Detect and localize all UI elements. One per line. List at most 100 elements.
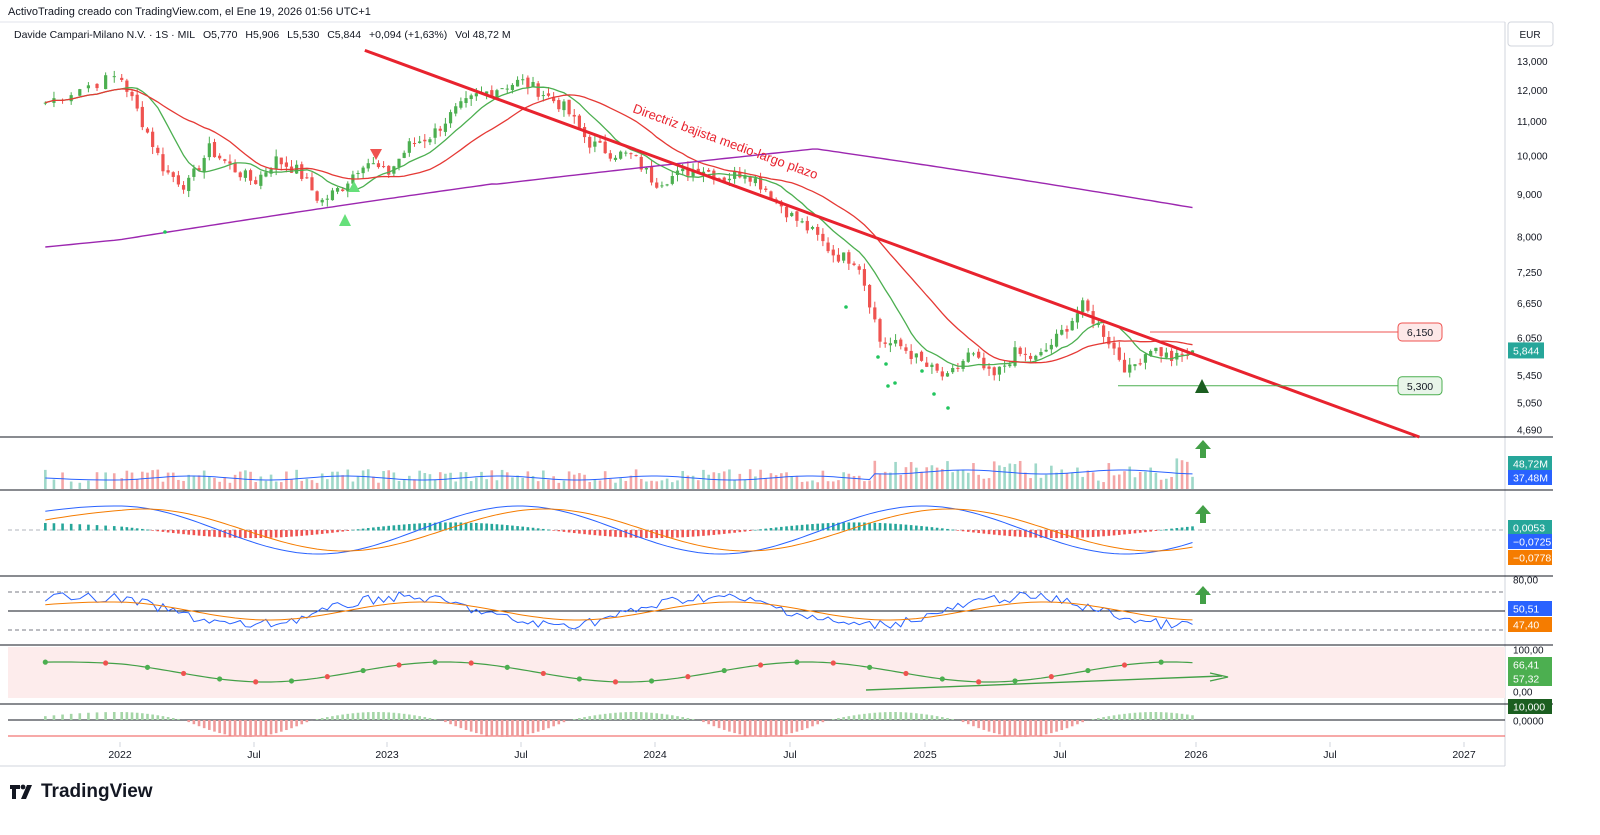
candle-body bbox=[130, 91, 134, 97]
signal-bar bbox=[156, 715, 160, 720]
signal-bar bbox=[161, 716, 165, 720]
volume-bar bbox=[202, 470, 206, 489]
macd-histogram-bar bbox=[1102, 530, 1105, 537]
candle-body bbox=[1122, 359, 1127, 373]
macd-histogram-bar bbox=[639, 530, 643, 538]
candle-body bbox=[904, 347, 908, 351]
candle-body bbox=[474, 93, 478, 97]
volume-bar bbox=[69, 481, 73, 489]
time-axis[interactable]: 2022 Jul 2023 Jul 2024 Jul 2025 Jul 2026 Jul 2027 bbox=[108, 742, 1476, 761]
signal-bar bbox=[1039, 720, 1043, 736]
macd-histogram-bar bbox=[1091, 530, 1095, 537]
signal-bar bbox=[1008, 720, 1012, 737]
candle-body bbox=[940, 371, 944, 377]
volume-bar bbox=[1044, 474, 1048, 489]
candle-body bbox=[670, 176, 674, 184]
symbol-ohlc-legend[interactable]: Davide Campari-Milano N.V. · 1S · MIL O5… bbox=[14, 29, 516, 41]
strength-dot bbox=[1158, 659, 1164, 665]
signal-bar bbox=[935, 716, 939, 720]
candle-body bbox=[562, 101, 566, 111]
up-triangle-icon bbox=[339, 214, 351, 226]
volume-bar bbox=[171, 472, 175, 489]
candle-body bbox=[557, 100, 561, 110]
volume-bar bbox=[366, 469, 370, 489]
panel-value-badge bbox=[1508, 699, 1552, 714]
signal-bar bbox=[1070, 720, 1074, 727]
volume-bar bbox=[249, 471, 252, 489]
volume-bar bbox=[557, 482, 561, 489]
candle-body bbox=[1128, 364, 1132, 373]
macd-histogram-bar bbox=[951, 529, 954, 531]
macd-histogram-bar bbox=[418, 523, 421, 531]
macd-histogram-bar bbox=[475, 522, 478, 531]
volume-bar bbox=[433, 479, 437, 489]
signal-bar bbox=[961, 720, 965, 723]
signal-bar bbox=[1003, 720, 1006, 736]
volume-bar bbox=[946, 461, 949, 489]
brand-logo[interactable]: TradingView bbox=[10, 781, 153, 803]
candle-body bbox=[1180, 353, 1184, 355]
volume-bar bbox=[438, 472, 442, 489]
panel-value-badge bbox=[1508, 470, 1552, 485]
macd-histogram-bar bbox=[166, 530, 170, 533]
up-triangle-icon bbox=[348, 181, 360, 192]
signal-bar bbox=[702, 720, 705, 723]
candle-body bbox=[634, 155, 638, 157]
candle-body bbox=[997, 366, 1002, 375]
candle-body bbox=[412, 142, 417, 144]
candle-body bbox=[831, 249, 835, 256]
candle-body bbox=[112, 76, 116, 78]
strength-line bbox=[45, 661, 1193, 683]
macd-histogram-bar bbox=[141, 528, 144, 531]
low-value: L5,530 bbox=[287, 29, 320, 41]
volume-bar bbox=[264, 480, 268, 489]
volume-bar bbox=[987, 478, 991, 489]
tradingview-logo-icon bbox=[10, 783, 36, 801]
close-value: C5,844 bbox=[327, 29, 362, 41]
strength-dot bbox=[1085, 667, 1091, 674]
signal-bar bbox=[686, 717, 690, 720]
symbol-name[interactable]: Davide Campari-Milano N.V. · 1S · MIL bbox=[14, 29, 196, 41]
volume-bar bbox=[1060, 469, 1064, 489]
price-axis[interactable]: 13,000 12,000 11,000 10,000 9,000 8,000 7,250 6… bbox=[1508, 57, 1552, 728]
macd-histogram-bar bbox=[495, 524, 499, 531]
volume-bar bbox=[1055, 472, 1058, 489]
macd-histogram-bar bbox=[521, 526, 525, 531]
osc-signal-line bbox=[45, 601, 1193, 621]
time-tick-label: Jul bbox=[1053, 749, 1066, 761]
candle-body bbox=[315, 191, 319, 201]
signal-bar bbox=[485, 720, 488, 736]
macd-histogram-bar bbox=[1050, 530, 1053, 539]
macd-histogram-bar bbox=[156, 530, 160, 532]
macd-histogram-bar bbox=[464, 522, 468, 531]
candle-body bbox=[888, 343, 892, 346]
macd-histogram-bar bbox=[562, 530, 566, 532]
candle-body bbox=[248, 170, 253, 181]
macd-histogram-bar bbox=[387, 525, 391, 531]
candle-body bbox=[135, 94, 139, 109]
volume-bar bbox=[629, 475, 633, 489]
volume-bar bbox=[279, 482, 283, 489]
volume-bar bbox=[759, 469, 762, 489]
signal-bar bbox=[650, 712, 653, 720]
signal-bar bbox=[264, 720, 268, 736]
macd-histogram-bar bbox=[187, 530, 191, 535]
macd-histogram-bar bbox=[1112, 530, 1116, 536]
macd-signal-line bbox=[45, 508, 1193, 552]
macd-histogram-bar bbox=[873, 522, 877, 531]
candle-body bbox=[1008, 364, 1012, 367]
volume-bar bbox=[521, 477, 525, 489]
candle-body bbox=[187, 177, 191, 192]
candle-body bbox=[69, 95, 73, 102]
signal-bar bbox=[387, 712, 391, 720]
macd-histogram-bar bbox=[61, 523, 64, 531]
signal-bar bbox=[423, 717, 427, 720]
candle-body bbox=[899, 339, 903, 347]
signal-bar bbox=[495, 720, 499, 737]
signal-bar bbox=[300, 720, 304, 725]
volume-bar bbox=[372, 476, 375, 489]
signal-bar bbox=[624, 712, 628, 720]
macd-histogram-bar bbox=[377, 526, 380, 531]
currency-badge[interactable] bbox=[1507, 21, 1554, 47]
